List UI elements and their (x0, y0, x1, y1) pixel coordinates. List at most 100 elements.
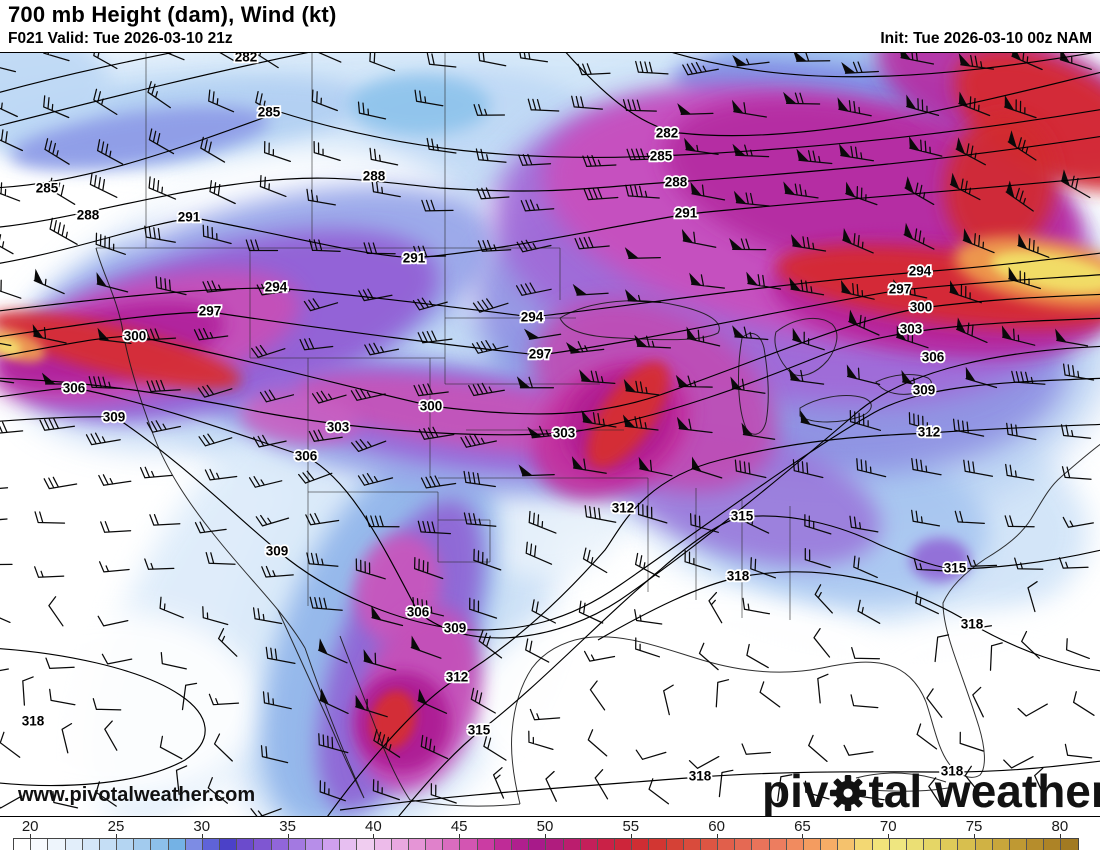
colorbar-cell (975, 839, 993, 850)
contour-label: 306 (922, 350, 945, 365)
colorbar-tick-label: 75 (965, 818, 983, 835)
contour-label: 288 (77, 208, 100, 223)
contour-label: 291 (675, 206, 698, 221)
colorbar-cell (1044, 839, 1062, 850)
colorbar-cell (872, 839, 890, 850)
colorbar-cell (65, 839, 83, 850)
contour-label: 285 (36, 181, 59, 196)
colorbar-cell (220, 839, 238, 850)
contour-label: 309 (103, 410, 126, 425)
colorbar-tick-label: 35 (279, 818, 296, 835)
height-contour (0, 293, 1100, 415)
colorbar-tick-mark (974, 834, 976, 838)
colorbar-tick-mark (545, 834, 546, 838)
colorbar-cell (683, 839, 701, 850)
colorbar-cell (786, 839, 804, 850)
colorbar-cell (529, 839, 547, 850)
colorbar-cell (254, 839, 272, 850)
height-contour (0, 53, 309, 127)
colorbar-cell (838, 839, 856, 850)
height-contour (0, 345, 1100, 639)
height-contour (0, 648, 206, 787)
contour-label: 315 (468, 723, 491, 738)
contour-label: 291 (178, 210, 201, 225)
coastline (855, 772, 949, 792)
colorbar-cell (563, 839, 581, 850)
contour-label: 318 (22, 714, 45, 729)
contour-label: 297 (529, 347, 552, 362)
colorbar-cell (1027, 839, 1045, 850)
contour-label: 294 (909, 264, 932, 279)
height-contours (0, 53, 1100, 816)
contour-label: 315 (944, 561, 967, 576)
colorbar-cell (494, 839, 512, 850)
colorbar-cell (597, 839, 616, 850)
height-contour (0, 109, 1100, 189)
colorbar-cell (924, 839, 942, 850)
header: 700 mb Height (dam), Wind (kt) F021 Vali… (0, 0, 1100, 52)
colorbar-cell (271, 839, 289, 850)
contour-label: 309 (266, 544, 289, 559)
colorbar-tick-mark (373, 834, 375, 838)
colorbar-cell (615, 839, 633, 850)
height-contour (0, 274, 1100, 356)
colorbar-tick-label: 25 (107, 818, 125, 835)
height-contour (0, 135, 1100, 228)
page-title: 700 mb Height (dam), Wind (kt) (8, 2, 337, 27)
contour-label: 300 (124, 329, 147, 344)
contour-label: 306 (295, 449, 318, 464)
colorbar-cell (546, 839, 564, 850)
colorbar-cell (580, 839, 598, 850)
colorbar-cell (134, 839, 152, 850)
colorbar-cell (632, 839, 650, 850)
colorbar-tick-label: 60 (708, 818, 725, 835)
colorbar-cell (323, 839, 341, 850)
contour-label: 297 (199, 304, 222, 319)
colorbar-cell (752, 839, 770, 850)
height-contour (0, 377, 1100, 631)
coastline (339, 635, 521, 807)
contour-label: 315 (731, 509, 754, 524)
contour-label: 303 (553, 426, 576, 441)
colorbar-cell (906, 839, 925, 850)
contour-label: 318 (727, 569, 750, 584)
colorbar-tick-mark (888, 834, 890, 838)
weather-map: 282 282 285 285 285 288 288 288 291 291 291 294 294 2… (0, 52, 1100, 817)
colorbar-tick-label: 45 (450, 818, 468, 835)
colorbar-cell (700, 839, 719, 850)
colorbar-cell (82, 839, 100, 850)
colorbar-cell (477, 839, 495, 850)
colorbar-tick-mark (716, 834, 718, 838)
lake-outline (559, 300, 720, 341)
colorbar-cell (14, 839, 32, 850)
colorbar-tick-label: 80 (1051, 818, 1069, 835)
colorbar-cell (391, 839, 409, 850)
wind-speed-colorbar: 20 25 30 35 40 45 50 55 60 65 70 75 80 (0, 817, 1100, 850)
contour-label: 297 (889, 282, 912, 297)
colorbar-tick-mark (802, 834, 804, 838)
colorbar-cell (460, 839, 478, 850)
height-contour (0, 252, 1100, 318)
contour-label: 294 (521, 310, 544, 325)
colorbar-cell (958, 839, 976, 850)
colorbar-cell (168, 839, 186, 850)
height-contour (398, 515, 1100, 816)
contour-label: 309 (913, 383, 936, 398)
colorbar-tick-mark (459, 834, 461, 838)
valid-time-label: F021 Valid: Tue 2026-03-10 21z (8, 30, 233, 47)
colorbar-cell (941, 839, 959, 850)
height-contour (0, 176, 1100, 264)
height-contour (672, 53, 1096, 78)
contour-label: 288 (665, 175, 688, 190)
colorbar-tick-label: 20 (21, 818, 39, 835)
lake-outline (774, 318, 838, 376)
contour-label: 312 (918, 425, 941, 440)
coastline (511, 443, 1100, 805)
contour-labels: 282 282 285 285 285 288 288 288 291 291 291 294 294 2… (20, 53, 986, 785)
lake-outline (799, 395, 872, 423)
colorbar-cell (426, 839, 444, 850)
colorbar-cell (735, 839, 753, 850)
contour-label: 303 (327, 420, 350, 435)
init-time-label: Init: Tue 2026-03-10 00z NAM (880, 30, 1092, 47)
colorbar-cell (340, 839, 358, 850)
